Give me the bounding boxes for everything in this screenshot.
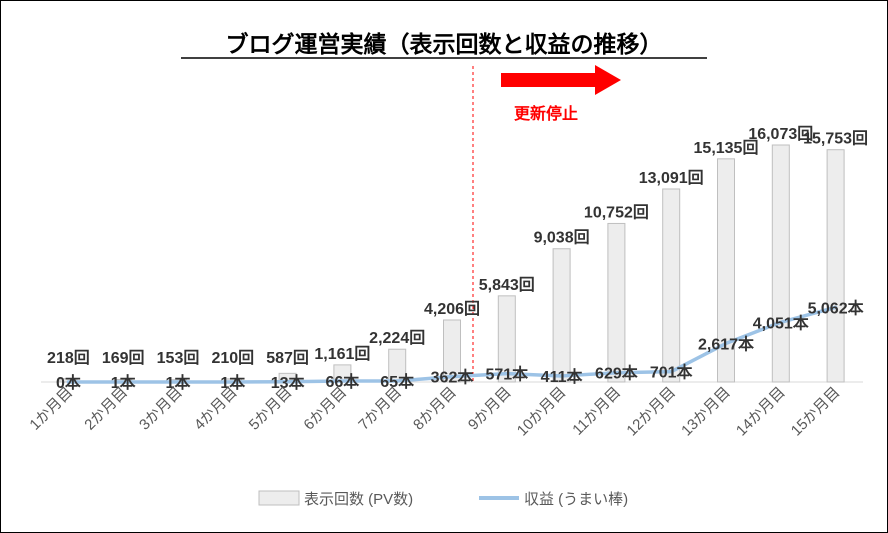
- x-tick-label: 11か月目: [569, 384, 624, 439]
- revenue-data-label: 4,051本: [753, 313, 809, 332]
- pv-data-label: 5,843回: [479, 276, 535, 294]
- x-tick-label: 10か月目: [514, 384, 570, 440]
- x-tick-label: 4か月目: [191, 384, 241, 434]
- revenue-data-label: 571本: [485, 365, 528, 384]
- revenue-data-label: 362本: [431, 368, 474, 387]
- revenue-data-label: 1本: [111, 373, 136, 392]
- revenue-data-label: 1本: [220, 373, 245, 392]
- x-tick-label: 6か月目: [300, 384, 350, 434]
- legend: 表示回数 (PV数) 収益 (うまい棒): [258, 490, 628, 508]
- pv-bar: [826, 149, 845, 383]
- pv-data-label: 4,206回: [424, 300, 480, 318]
- x-tick-label: 15か月目: [788, 384, 844, 440]
- x-tick-label: 3か月目: [136, 384, 186, 434]
- pv-bar: [771, 144, 790, 383]
- x-tick-label: 8か月目: [410, 384, 460, 434]
- x-tick-label: 2か月目: [81, 384, 131, 434]
- update-stop-arrow: [501, 65, 621, 95]
- revenue-data-label: 13本: [271, 373, 305, 392]
- x-tick-labels: 1か月目 2か月目 3か月目 4か月目 5か月目 6か月目 7か月目 8か月目 9か月目 10か月…: [26, 384, 843, 440]
- pv-data-label: 15,753回: [803, 130, 868, 148]
- pv-bar: [552, 248, 571, 383]
- pv-bars: [59, 144, 845, 383]
- revenue-data-labels: 0本 1本 1本 1本 13本 66本 65本 362本 571本 411本 629本 701本 2,6…: [56, 298, 864, 392]
- pv-bar: [717, 158, 735, 383]
- revenue-data-label: 2,617本: [698, 334, 754, 353]
- pv-data-label: 210回: [211, 349, 254, 367]
- update-stop-label: 更新停止: [514, 104, 578, 123]
- legend-swatch-pv: [258, 490, 300, 506]
- pv-data-label: 13,091回: [639, 169, 704, 187]
- chart-title: ブログ運営実績（表示回数と収益の推移）: [226, 31, 663, 58]
- x-tick-label: 9か月目: [465, 384, 515, 434]
- pv-bar: [607, 222, 626, 383]
- revenue-data-label: 65本: [380, 372, 414, 391]
- pv-bar: [497, 295, 516, 383]
- pv-data-label: 9,038回: [534, 229, 590, 247]
- pv-data-label: 1,161回: [314, 345, 370, 363]
- x-tick-label: 12か月目: [623, 384, 679, 440]
- revenue-data-label: 66本: [325, 372, 359, 391]
- legend-label-pv: 表示回数 (PV数): [304, 491, 413, 508]
- pv-data-label: 587回: [266, 349, 309, 367]
- pv-data-label: 10,752回: [584, 203, 649, 221]
- revenue-data-label: 629本: [595, 364, 638, 383]
- arrow-head: [595, 65, 621, 95]
- pv-bar: [662, 188, 681, 383]
- pv-data-label: 15,135回: [694, 139, 759, 157]
- x-tick-label: 13か月目: [678, 384, 734, 440]
- x-tick-label: 14か月目: [733, 384, 789, 440]
- legend-label-revenue: 収益 (うまい棒): [524, 491, 628, 508]
- x-tick-label: 7か月目: [355, 384, 405, 434]
- revenue-data-label: 411本: [541, 367, 583, 386]
- pv-data-label: 16,073回: [748, 125, 813, 143]
- revenue-data-label: 701本: [650, 363, 693, 382]
- pv-bar: [443, 319, 461, 383]
- revenue-line-path: [66, 305, 838, 384]
- pv-data-label: 169回: [102, 349, 145, 367]
- x-tick-label: 1か月目: [26, 384, 76, 434]
- pv-data-label: 218回: [47, 349, 90, 367]
- revenue-data-label: 0本: [56, 373, 81, 392]
- revenue-line: [66, 305, 838, 384]
- pv-data-label: 2,224回: [369, 329, 425, 347]
- revenue-data-label: 1本: [166, 373, 191, 392]
- revenue-data-label: 5,062本: [808, 298, 864, 317]
- arrow-shaft: [501, 73, 597, 87]
- pv-data-label: 153回: [157, 349, 200, 367]
